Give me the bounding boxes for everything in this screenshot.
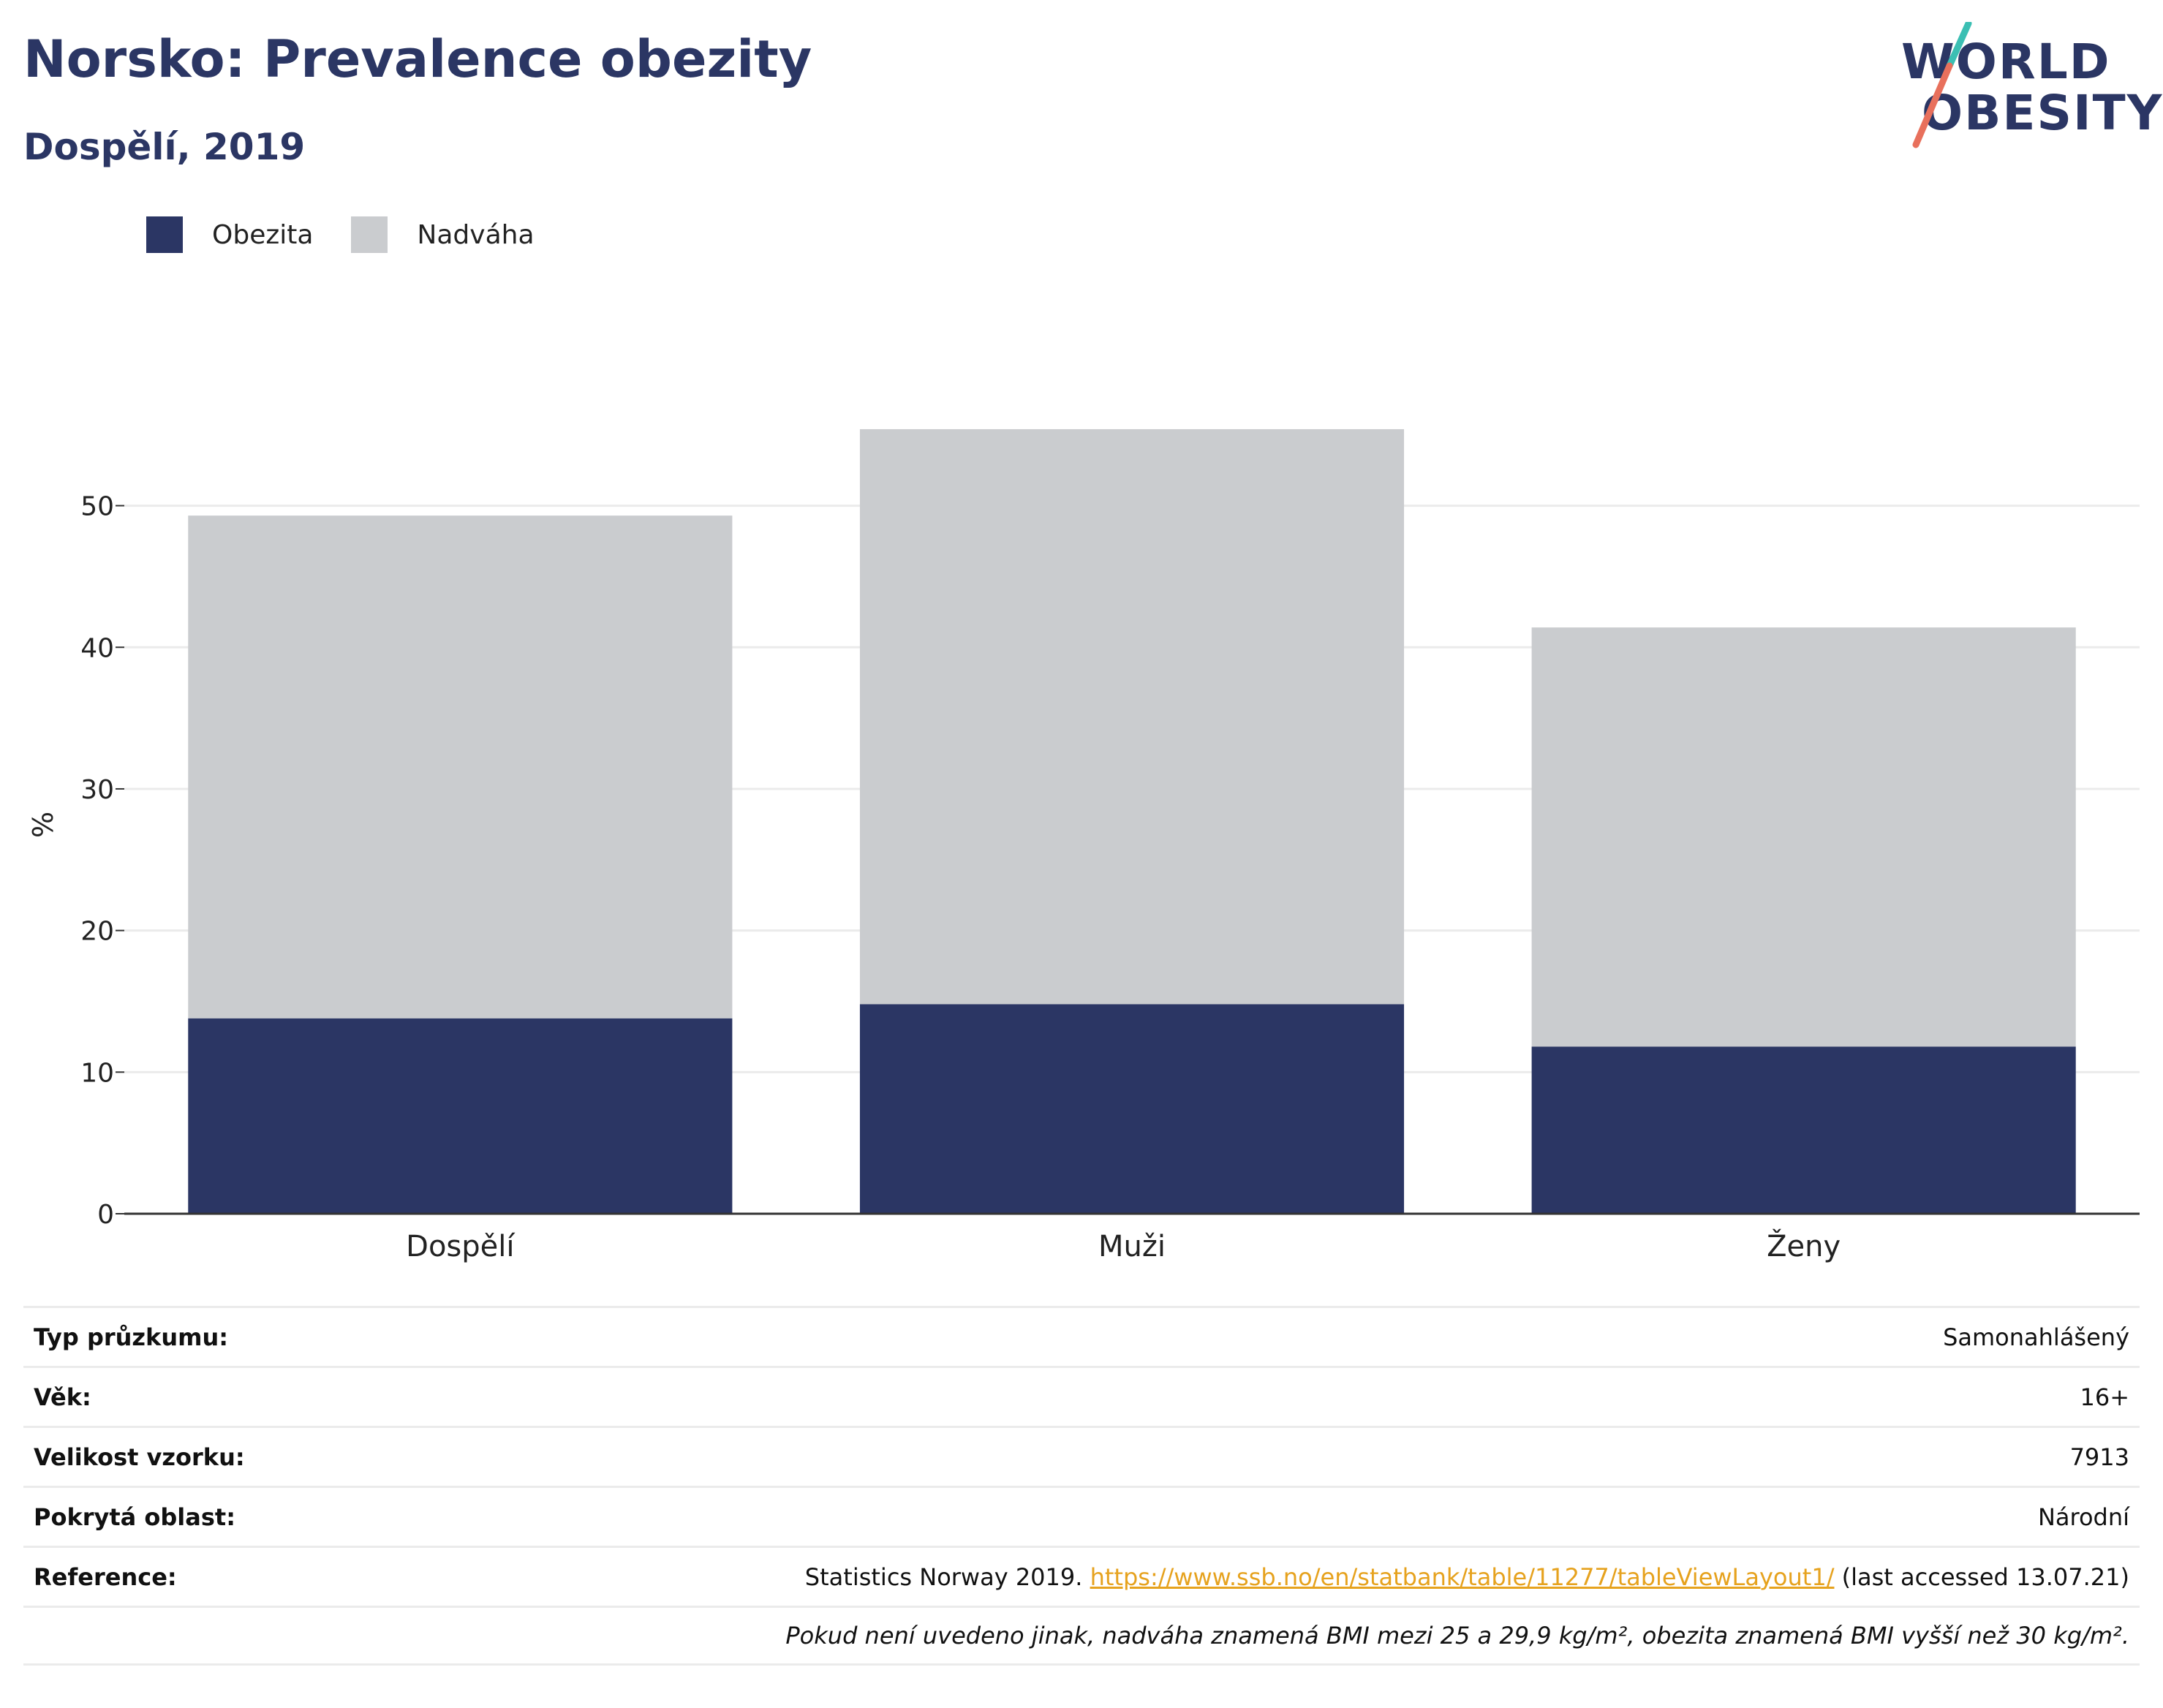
y-tick-label: 50	[80, 492, 114, 522]
logo-slash-icon	[1912, 22, 1972, 148]
chart-legend: Obezita Nadváha	[146, 216, 573, 253]
info-key: Věk:	[34, 1383, 91, 1411]
bar-obesity	[188, 1018, 733, 1214]
bar-overweight	[859, 428, 1405, 1005]
info-row-note: Pokud není uvedeno jinak, nadváha znamen…	[23, 1606, 2140, 1666]
info-value: Samonahlášený	[1943, 1323, 2129, 1351]
info-key: Typ průzkumu:	[34, 1323, 229, 1351]
chart-title: Norsko: Prevalence obezity	[23, 29, 812, 89]
info-row-age: Věk: 16+	[23, 1366, 2140, 1426]
bar-overweight	[188, 515, 733, 1019]
info-row-reference: Reference: Statistics Norway 2019. https…	[23, 1546, 2140, 1606]
world-obesity-logo: WORLD OBESITY	[1901, 22, 2162, 154]
info-row-area: Pokrytá oblast: Národní	[23, 1486, 2140, 1546]
y-axis-label: %	[27, 812, 59, 838]
info-value: 16+	[2080, 1383, 2129, 1411]
info-value: Národní	[2037, 1503, 2129, 1531]
info-value-reference: Statistics Norway 2019. https://www.ssb.…	[805, 1563, 2129, 1591]
legend-item-obesity[interactable]: Obezita	[146, 216, 313, 253]
chart-subtitle: Dospělí, 2019	[23, 126, 306, 168]
y-tick-label: 10	[80, 1058, 114, 1088]
x-tick-label: Ženy	[1767, 1228, 1841, 1263]
definition-note: Pokud není uvedeno jinak, nadváha znamen…	[785, 1622, 2129, 1650]
legend-label-overweight: Nadváha	[417, 219, 535, 250]
x-tick-label: Muži	[1098, 1230, 1166, 1263]
info-key: Pokrytá oblast:	[34, 1503, 235, 1531]
logo-word-world: WORLD	[1901, 34, 2111, 90]
y-tick-label: 40	[80, 633, 114, 663]
x-tick-label: Dospělí	[406, 1230, 516, 1263]
logo-word-obesity: OBESITY	[1922, 85, 2163, 141]
y-tick-label: 0	[97, 1200, 114, 1230]
reference-prefix: Statistics Norway 2019.	[804, 1562, 1090, 1591]
legend-swatch-overweight	[351, 216, 388, 253]
info-table: Typ průzkumu: Samonahlášený Věk: 16+ Vel…	[23, 1306, 2140, 1666]
bar-obesity	[1531, 1046, 2076, 1214]
y-tick-label: 30	[80, 775, 114, 805]
reference-suffix: (last accessed 13.07.21)	[1834, 1562, 2129, 1591]
info-key: Reference:	[34, 1562, 177, 1591]
bar-overweight	[1531, 627, 2076, 1047]
info-row-sample-size: Velikost vzorku: 7913	[23, 1426, 2140, 1486]
y-tick-label: 20	[80, 917, 114, 947]
info-key: Velikost vzorku:	[34, 1443, 245, 1471]
legend-item-overweight[interactable]: Nadváha	[351, 216, 535, 253]
legend-label-obesity: Obezita	[212, 219, 314, 250]
info-row-survey-type: Typ průzkumu: Samonahlášený	[23, 1306, 2140, 1366]
bar-chart: 0 10 20 30 40 50% Dospělí Muži Ženy	[27, 428, 2140, 1263]
legend-swatch-obesity	[146, 216, 183, 253]
reference-link[interactable]: https://www.ssb.no/en/statbank/table/112…	[1090, 1562, 1835, 1591]
bar-obesity	[859, 1004, 1405, 1214]
info-value: 7913	[2069, 1443, 2129, 1471]
